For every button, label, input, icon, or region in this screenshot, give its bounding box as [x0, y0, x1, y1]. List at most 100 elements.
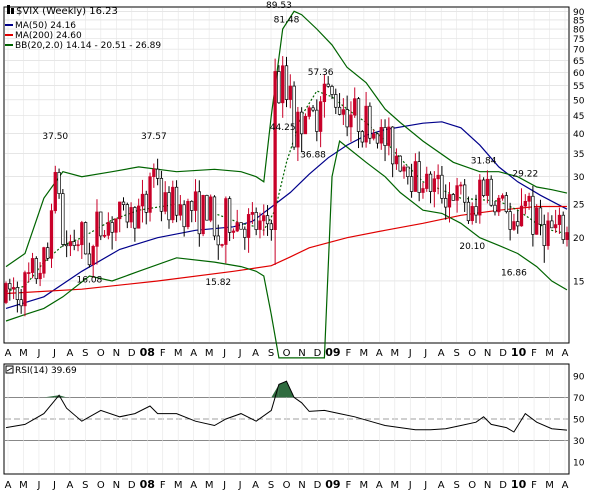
rsi-overbought-area — [271, 384, 279, 398]
candle-body — [337, 106, 342, 115]
price-x-tick: 08 — [140, 346, 155, 359]
candle-body — [345, 109, 349, 128]
legend-ma200: MA(200) 24.60 — [15, 31, 82, 41]
annotation-label: 81.48 — [274, 15, 300, 25]
rsi-x-tick: D — [128, 480, 136, 491]
rsi-x-tick: F — [531, 480, 537, 491]
candle-body — [38, 272, 42, 280]
candle-body — [159, 178, 164, 212]
candle-body — [80, 222, 84, 246]
candle-body — [459, 184, 463, 187]
candle-body — [474, 206, 478, 216]
price-x-tick: 10 — [511, 346, 527, 359]
rsi-x-tick: J — [423, 480, 427, 491]
price-y-tick: 65 — [573, 57, 584, 67]
price-x-tick: A — [5, 348, 12, 359]
candle-body — [49, 210, 54, 259]
candle-body — [186, 200, 190, 228]
candle-body — [197, 191, 201, 235]
series-line-bb-lower — [5, 140, 568, 359]
series-line-bb-upper — [5, 10, 568, 268]
candle-body — [538, 207, 543, 225]
candle-body — [550, 220, 554, 229]
price-x-tick: D — [499, 348, 507, 359]
rsi-x-tick: D — [314, 480, 322, 491]
rsi-x-tick: M — [19, 480, 28, 491]
candle-body — [300, 111, 304, 135]
candle-body — [277, 71, 281, 104]
candle-body — [398, 155, 402, 172]
rsi-x-tick: O — [468, 480, 476, 491]
rsi-x-tick: O — [283, 480, 291, 491]
price-y-tick: 50 — [573, 96, 585, 106]
candle-body — [356, 98, 361, 132]
candle-body — [512, 221, 516, 230]
candle-body — [61, 193, 65, 245]
candle-body — [489, 178, 493, 206]
candle-body — [4, 283, 8, 303]
rsi-x-tick: M — [390, 480, 399, 491]
candle-body — [413, 161, 418, 192]
candle-body — [209, 196, 213, 221]
price-y-tick: 55 — [573, 82, 584, 92]
candle-body — [478, 179, 482, 216]
candle-body — [470, 206, 474, 222]
candle-body — [129, 207, 133, 223]
candle-body — [466, 201, 471, 222]
annotation-label: 29.22 — [512, 170, 538, 180]
price-x-tick: D — [314, 348, 322, 359]
candle-body — [258, 220, 262, 230]
candle-body — [553, 224, 558, 229]
candle-body — [394, 155, 399, 165]
annotation-label: 57.36 — [308, 68, 334, 78]
candle-body — [493, 204, 497, 213]
price-x-tick: 09 — [325, 346, 340, 359]
candle-body — [497, 197, 501, 213]
candle-body — [30, 258, 35, 273]
candle-body — [519, 205, 524, 227]
candle-body — [231, 230, 236, 233]
rsi-x-tick: 10 — [511, 478, 527, 491]
candle-body — [311, 107, 315, 111]
candle-body — [19, 299, 23, 307]
rsi-x-tick: F — [160, 480, 166, 491]
price-legend: $VIX (Weekly) 16.23 MA(50) 24.16 MA(200)… — [5, 5, 161, 51]
rsi-title: RSI(14) 39.69 — [15, 366, 77, 376]
candle-body — [27, 272, 31, 274]
candle-body — [281, 65, 285, 104]
candle-body — [235, 222, 239, 232]
candle-body — [481, 179, 486, 196]
candle-body — [364, 105, 368, 143]
price-y-tick: 35 — [573, 150, 584, 160]
price-x-tick: N — [298, 348, 305, 359]
candle-body — [523, 200, 527, 207]
candle-body — [444, 198, 448, 208]
candle-body — [239, 222, 243, 230]
price-x-tick: J — [408, 348, 412, 359]
rsi-x-tick: A — [562, 480, 569, 491]
candle-body — [341, 109, 346, 115]
candle-body — [243, 228, 247, 238]
candle-body — [144, 193, 148, 213]
rsi-x-tick: S — [268, 480, 274, 491]
price-x-tick: M — [390, 348, 399, 359]
price-candles — [4, 56, 569, 317]
candle-body — [95, 211, 99, 247]
candle-body — [155, 168, 160, 179]
candle-body — [402, 166, 406, 172]
candle-body — [224, 198, 228, 245]
rsi-x-tick: M — [360, 480, 369, 491]
annotation-label: 20.10 — [459, 242, 485, 252]
candle-body — [353, 98, 357, 116]
candle-body — [504, 195, 509, 212]
rsi-x-tick: F — [346, 480, 352, 491]
rsi-x-tick: J — [36, 480, 40, 491]
candle-body — [152, 168, 156, 178]
rsi-x-tick: D — [499, 480, 507, 491]
rsi-x-tick: M — [174, 480, 183, 491]
rsi-overbought-area — [59, 395, 67, 398]
rsi-x-tick: A — [438, 480, 445, 491]
candle-body — [535, 207, 539, 235]
price-x-tick: M — [205, 348, 214, 359]
